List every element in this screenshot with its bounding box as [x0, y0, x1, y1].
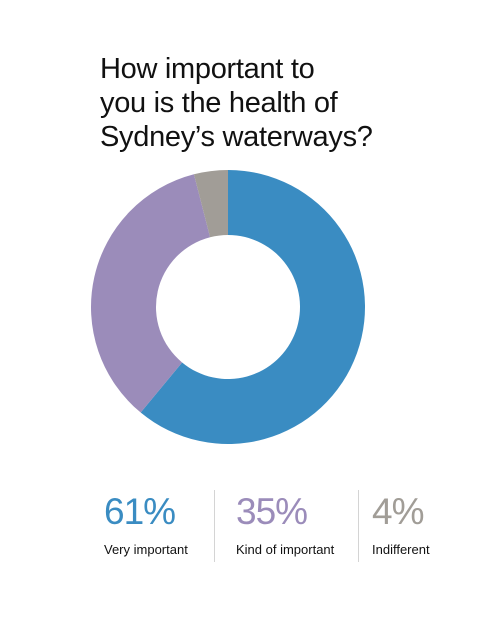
stat-label-very-important: Very important [104, 542, 188, 557]
stat-value-indifferent: 4% [372, 491, 424, 532]
slice-kind-of-important [91, 174, 211, 413]
stat-label-indifferent: Indifferent [372, 542, 430, 557]
slice-very-important [140, 170, 366, 444]
legend-divider [358, 490, 359, 562]
legend-divider [214, 490, 215, 562]
stat-value-very-important: 61% [104, 491, 176, 532]
slice-indifferent [193, 170, 228, 238]
chart-title: How important to you is the health of Sy… [100, 53, 373, 153]
stat-label-kind-of-important: Kind of important [236, 542, 335, 557]
stat-value-kind-of-important: 35% [236, 491, 308, 532]
